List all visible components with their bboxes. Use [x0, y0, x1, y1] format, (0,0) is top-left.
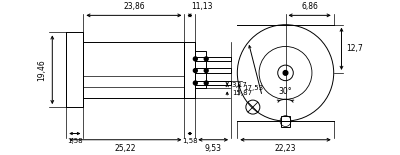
Text: 22,23: 22,23: [275, 144, 296, 153]
Text: 25,22: 25,22: [115, 144, 136, 153]
Bar: [184, 42, 195, 98]
Bar: [66, 32, 83, 107]
Text: 12,7: 12,7: [346, 44, 363, 53]
Circle shape: [193, 57, 197, 61]
Text: 23,86: 23,86: [123, 2, 145, 11]
Bar: [195, 57, 231, 61]
Circle shape: [283, 71, 288, 75]
Text: 6,86: 6,86: [301, 2, 318, 11]
Circle shape: [204, 81, 208, 85]
Text: 17,53: 17,53: [244, 85, 264, 91]
Circle shape: [204, 57, 208, 61]
Bar: [83, 42, 184, 98]
Bar: [195, 81, 231, 85]
Text: 9,53: 9,53: [205, 144, 222, 153]
Circle shape: [204, 69, 208, 73]
Text: 1,58: 1,58: [182, 138, 198, 144]
Text: 1,58: 1,58: [67, 138, 83, 144]
Text: 30°: 30°: [279, 87, 292, 96]
Text: 11,13: 11,13: [191, 2, 212, 11]
Bar: [195, 51, 206, 89]
Bar: [281, 116, 290, 126]
Text: 19,46: 19,46: [37, 59, 46, 81]
Circle shape: [193, 69, 197, 73]
Text: 15,87: 15,87: [232, 90, 252, 96]
Circle shape: [193, 81, 197, 85]
Text: 3,17: 3,17: [232, 82, 248, 88]
Bar: [195, 68, 231, 73]
